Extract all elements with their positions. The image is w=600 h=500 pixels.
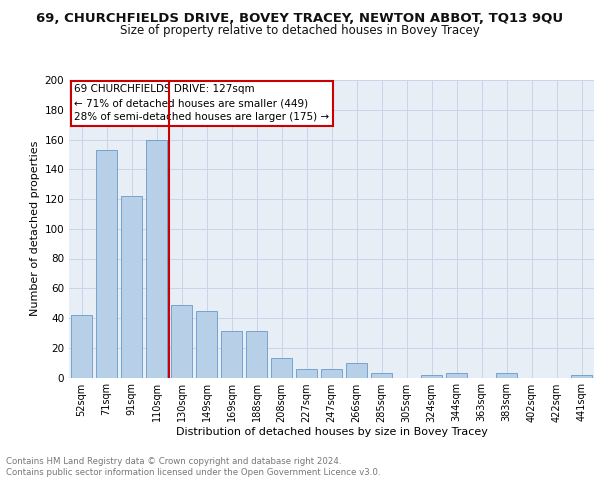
Bar	[296, 368, 317, 378]
Bar	[496, 373, 517, 378]
Text: 69, CHURCHFIELDS DRIVE, BOVEY TRACEY, NEWTON ABBOT, TQ13 9QU: 69, CHURCHFIELDS DRIVE, BOVEY TRACEY, NE…	[37, 12, 563, 26]
Bar	[571, 374, 592, 378]
Bar	[221, 332, 242, 378]
Bar	[146, 140, 167, 378]
Text: Size of property relative to detached houses in Bovey Tracey: Size of property relative to detached ho…	[120, 24, 480, 37]
Text: 69 CHURCHFIELDS DRIVE: 127sqm
← 71% of detached houses are smaller (449)
28% of : 69 CHURCHFIELDS DRIVE: 127sqm ← 71% of d…	[74, 84, 329, 122]
Bar	[321, 368, 342, 378]
Bar	[446, 373, 467, 378]
Bar	[421, 374, 442, 378]
Bar	[196, 310, 217, 378]
Bar	[246, 332, 267, 378]
Text: Contains HM Land Registry data © Crown copyright and database right 2024.
Contai: Contains HM Land Registry data © Crown c…	[6, 458, 380, 477]
Bar	[371, 373, 392, 378]
Bar	[271, 358, 292, 378]
Bar	[96, 150, 117, 378]
X-axis label: Distribution of detached houses by size in Bovey Tracey: Distribution of detached houses by size …	[176, 428, 487, 438]
Bar	[171, 304, 192, 378]
Bar	[346, 362, 367, 378]
Bar	[121, 196, 142, 378]
Bar	[71, 315, 92, 378]
Y-axis label: Number of detached properties: Number of detached properties	[30, 141, 40, 316]
